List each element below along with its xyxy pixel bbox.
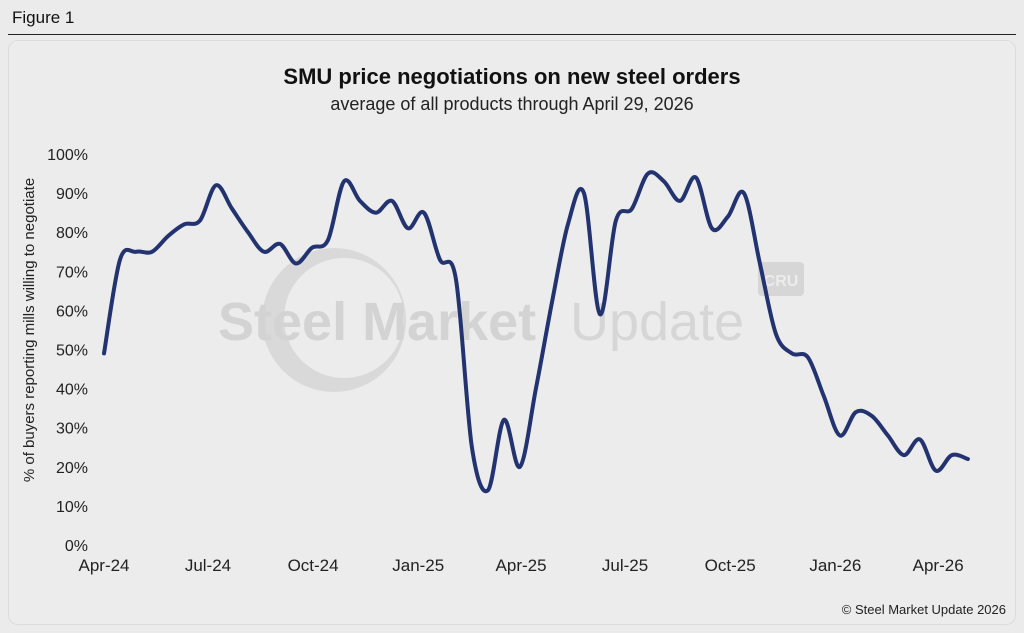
y-tick-label: 70%: [56, 264, 88, 281]
x-tick-label: Oct-24: [288, 556, 339, 575]
x-tick-label: Apr-25: [496, 556, 547, 575]
x-tick-label: Apr-26: [913, 556, 964, 575]
x-tick-label: Apr-24: [78, 556, 129, 575]
series-line-0: [102, 170, 970, 494]
y-tick-label: 0%: [65, 538, 88, 555]
watermark-badge-text: CRU: [764, 273, 799, 290]
x-tick-label: Jul-24: [185, 556, 231, 575]
y-axis-label: % of buyers reporting mills willing to n…: [21, 178, 38, 482]
watermark-text-light: Update: [570, 292, 744, 352]
chart-subtitle: average of all products through April 29…: [330, 94, 694, 114]
x-tick-label: Oct-25: [705, 556, 756, 575]
chart-title: SMU price negotiations on new steel orde…: [283, 64, 741, 89]
chart-panel: [8, 40, 1016, 625]
watermark-badge: [758, 262, 804, 296]
x-tick-label: Jan-25: [392, 556, 444, 575]
y-tick-label: 10%: [56, 499, 88, 516]
series-group: [102, 170, 970, 494]
figure-divider: [8, 34, 1016, 35]
y-tick-label: 80%: [56, 225, 88, 242]
y-tick-label: 100%: [47, 147, 88, 164]
y-axis-ticks: 0% 10% 20% 30% 40% 50% 60% 70% 80% 90% 100%: [47, 147, 88, 555]
figure-label: Figure 1: [12, 8, 75, 27]
y-tick-label: 50%: [56, 343, 88, 360]
y-tick-label: 60%: [56, 303, 88, 320]
y-tick-label: 40%: [56, 382, 88, 399]
watermark-swoosh-inner: [284, 258, 404, 378]
watermark-logo: Steel Market Update CRU: [218, 248, 804, 392]
watermark-text-bold: Steel Market: [218, 292, 536, 352]
y-tick-label: 20%: [56, 460, 88, 477]
x-tick-label: Jul-25: [602, 556, 648, 575]
y-tick-label: 30%: [56, 421, 88, 438]
x-tick-label: Jan-26: [809, 556, 861, 575]
y-tick-label: 90%: [56, 186, 88, 203]
copyright-notice: © Steel Market Update 2026: [841, 602, 1006, 617]
x-axis-ticks: Apr-24 Jul-24 Oct-24 Jan-25 Apr-25 Jul-25 Oct-…: [78, 556, 963, 575]
